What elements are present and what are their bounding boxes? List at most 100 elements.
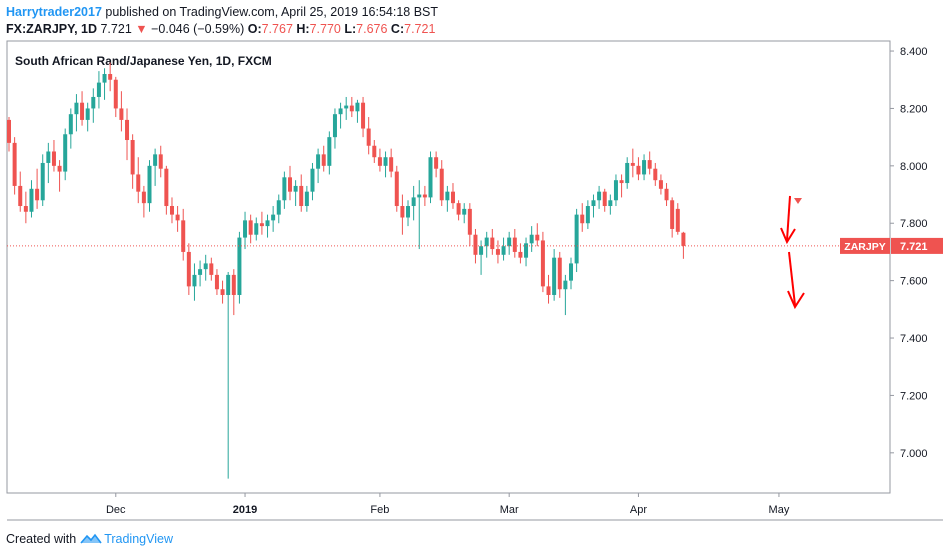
candle-body bbox=[377, 157, 382, 166]
candle-body bbox=[512, 237, 517, 252]
close-value: 7.721 bbox=[404, 22, 436, 36]
candle-body bbox=[220, 289, 225, 295]
candle-body bbox=[411, 197, 416, 207]
candle-body bbox=[574, 214, 579, 264]
y-axis-tick-label: 8.000 bbox=[900, 161, 928, 173]
y-axis-tick-label: 7.800 bbox=[900, 218, 928, 230]
candle-body bbox=[585, 206, 590, 224]
candle-body bbox=[226, 274, 231, 295]
x-axis-tick-label: Apr bbox=[630, 504, 647, 516]
last-price-tag-bg bbox=[891, 237, 943, 254]
candle-body bbox=[524, 243, 529, 258]
candle-body bbox=[400, 206, 405, 218]
candle-body bbox=[169, 206, 174, 215]
y-axis-tick-label: 7.200 bbox=[900, 390, 928, 402]
candle-body bbox=[18, 185, 23, 207]
candle-body bbox=[597, 191, 602, 201]
candle-body bbox=[68, 114, 73, 135]
candle-body bbox=[552, 257, 557, 295]
candle-body bbox=[192, 274, 197, 287]
candle-body bbox=[74, 102, 79, 115]
low-value: 7.676 bbox=[356, 22, 388, 36]
candle-body bbox=[675, 208, 680, 232]
candle-body bbox=[557, 257, 562, 290]
candle-body bbox=[417, 194, 422, 198]
candle-body bbox=[293, 185, 298, 192]
candle-body bbox=[282, 177, 287, 201]
candle-body bbox=[316, 154, 321, 169]
candle-body bbox=[529, 234, 534, 244]
candle-body bbox=[113, 79, 118, 109]
candle-body bbox=[276, 200, 281, 215]
x-axis-tick-label: 2019 bbox=[233, 504, 257, 516]
candle-body bbox=[467, 208, 472, 235]
candle-body bbox=[214, 274, 219, 290]
candle-body bbox=[327, 137, 332, 166]
candle-body bbox=[164, 168, 169, 207]
candle-body bbox=[642, 160, 647, 175]
candle-body bbox=[349, 105, 354, 112]
candle-body bbox=[619, 180, 624, 184]
candle-body bbox=[102, 74, 107, 83]
tradingview-logo-icon bbox=[80, 533, 102, 544]
candle-body bbox=[580, 214, 585, 224]
drawn-arrow-shaft-lower bbox=[788, 251, 796, 306]
candle-body bbox=[46, 151, 51, 163]
candle-body bbox=[243, 220, 248, 238]
open-label: O: bbox=[247, 22, 262, 36]
chart-title: South African Rand/Japanese Yen, 1D, FXC… bbox=[15, 54, 272, 68]
y-axis-tick-label: 7.400 bbox=[900, 333, 928, 345]
high-label: H: bbox=[296, 22, 310, 36]
candle-body bbox=[422, 194, 427, 198]
candle-body bbox=[119, 108, 124, 120]
candle-body bbox=[540, 240, 545, 287]
candle-body bbox=[630, 162, 635, 166]
candle-body bbox=[141, 191, 146, 204]
drawn-arrow-shaft-upper bbox=[786, 195, 791, 241]
candle-body bbox=[153, 154, 158, 166]
candle-body bbox=[658, 180, 663, 189]
candle-body bbox=[321, 154, 326, 166]
symbol-tag-label: ZARJPY bbox=[844, 241, 885, 253]
candle-body bbox=[310, 168, 315, 192]
candle-body bbox=[136, 174, 141, 192]
candle-body bbox=[670, 200, 675, 229]
last-price-tag-label: 7.721 bbox=[900, 241, 928, 253]
candle-body bbox=[96, 82, 101, 97]
candle-body bbox=[439, 168, 444, 201]
high-value: 7.770 bbox=[309, 22, 341, 36]
candle-body bbox=[108, 74, 113, 80]
candle-body bbox=[237, 237, 242, 295]
candle-body bbox=[625, 162, 630, 184]
candle-body bbox=[248, 220, 253, 235]
candle-body bbox=[546, 286, 551, 295]
candle-body bbox=[501, 246, 506, 255]
candle-body bbox=[231, 274, 236, 295]
drawn-arrow-head-lower bbox=[787, 290, 805, 310]
candle-body bbox=[181, 220, 186, 252]
author-link[interactable]: Harrytrader2017 bbox=[6, 5, 102, 19]
x-axis-tick-label: May bbox=[769, 504, 790, 516]
candle-body bbox=[29, 188, 34, 212]
tradingview-brand-label: TradingView bbox=[104, 532, 173, 546]
candle-body bbox=[445, 191, 450, 201]
x-axis-tick-label: Feb bbox=[370, 504, 389, 516]
candle-body bbox=[35, 188, 40, 201]
candle-body bbox=[12, 142, 17, 186]
low-label: L: bbox=[344, 22, 357, 36]
candle-body bbox=[299, 185, 304, 207]
drawn-arrow-head-upper bbox=[780, 227, 796, 245]
candle-body bbox=[147, 165, 152, 204]
candle-body bbox=[563, 280, 568, 290]
candle-body bbox=[507, 237, 512, 247]
candle-body bbox=[366, 128, 371, 146]
candle-body bbox=[664, 188, 669, 201]
candle-body bbox=[7, 119, 11, 143]
candle-body bbox=[130, 140, 135, 175]
last-price: 7.721 bbox=[100, 22, 132, 36]
candle-body bbox=[91, 96, 96, 109]
chart-header: Harrytrader2017 published on TradingView… bbox=[6, 4, 438, 38]
x-axis-tick-label: Dec bbox=[106, 504, 126, 516]
tradingview-brand[interactable]: TradingView bbox=[80, 532, 173, 546]
